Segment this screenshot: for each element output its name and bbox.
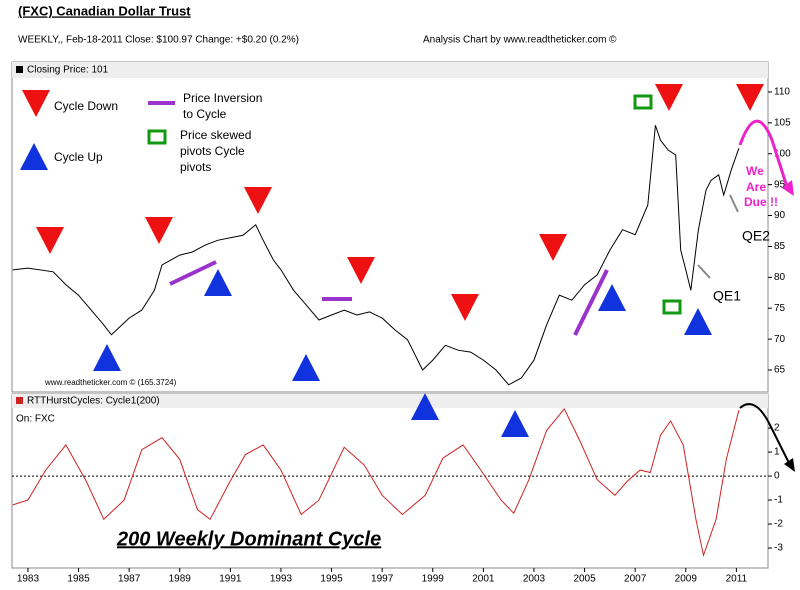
legend-label: to Cycle: [183, 107, 227, 121]
y-tick-label: 105: [774, 118, 791, 129]
cycle-up-marker: [501, 410, 529, 437]
cycle-up-marker: [93, 344, 121, 371]
x-tick-label: 2011: [726, 574, 748, 585]
y-tick-label: 70: [774, 334, 786, 345]
legend-label: Cycle Down: [54, 99, 118, 113]
series-line: [12, 125, 740, 386]
skew-pivot-mark: [147, 129, 167, 145]
panel-title: RTTHurstCycles: Cycle1(200): [27, 396, 160, 407]
x-tick-label: 2009: [675, 574, 698, 585]
x-tick-label: 1993: [270, 574, 293, 585]
x-tick-label: 2003: [523, 574, 546, 585]
cycle-down-marker: [451, 294, 479, 321]
cycle-up-marker: [684, 308, 712, 335]
x-tick-label: 1997: [371, 574, 394, 585]
y-tick-label: 1: [774, 447, 780, 458]
annotation: Due !!: [744, 195, 778, 209]
x-tick-label: 2007: [624, 574, 647, 585]
credit: Analysis Chart by www.readtheticker.com …: [423, 35, 617, 46]
cycle-down-marker: [22, 90, 50, 117]
cycle-up-marker: [292, 354, 320, 381]
y-tick-label: -2: [774, 519, 783, 530]
annotation: QE1: [713, 288, 741, 304]
legend-label: Cycle Up: [54, 150, 103, 164]
y-tick-label: 65: [774, 365, 786, 376]
panel-title: Closing Price: 101: [27, 65, 109, 76]
price-panel: [11, 61, 769, 393]
cycle-up-marker: [411, 393, 439, 420]
y-tick-label: 2: [774, 423, 780, 434]
annotation: QE2: [742, 228, 770, 244]
y-tick-label: 95: [774, 179, 786, 190]
y-tick-label: 110: [774, 87, 790, 98]
cycle-down-marker: [655, 84, 683, 111]
x-tick-label: 1999: [422, 574, 445, 585]
y-tick-label: -3: [774, 543, 783, 554]
cycle-forecast-arrow: [739, 403, 791, 466]
annotation: www.readtheticker.com © (165.3724): [44, 378, 177, 387]
annotation: 200 Weekly Dominant Cycle: [116, 528, 381, 550]
y-tick-label: 85: [774, 241, 786, 252]
y-tick-label: -1: [774, 495, 783, 506]
cycle-down-marker: [736, 84, 764, 111]
page-title: (FXC) Canadian Dollar Trust: [18, 3, 191, 18]
cycle-down-marker: [145, 217, 173, 244]
x-tick-label: 1985: [67, 574, 90, 585]
cycle-up-marker: [204, 269, 232, 296]
cycle-up-marker: [598, 284, 626, 311]
forecast-arrow: [738, 119, 790, 191]
y-tick-label: 100: [774, 148, 791, 159]
series-icon: [16, 66, 23, 73]
cycle-forecast-arrowhead: [784, 458, 795, 472]
y-tick-label: 80: [774, 272, 786, 283]
legend-label: pivots: [180, 160, 211, 174]
page-subtitle: WEEKLY,, Feb-18-2011 Close: $100.97 Chan…: [18, 35, 299, 46]
annotation: Are: [746, 180, 766, 194]
qe-arrow: [729, 194, 739, 213]
series-icon: [16, 397, 23, 404]
x-tick-label: 1989: [169, 574, 192, 585]
x-tick-label: 2005: [573, 574, 596, 585]
x-tick-label: 2001: [472, 574, 495, 585]
skew-pivot-mark: [662, 299, 682, 315]
cycle-down-marker: [347, 257, 375, 284]
y-tick-label: 75: [774, 303, 786, 314]
forecast-arrowhead: [782, 180, 794, 196]
legend-label: pivots Cycle: [180, 144, 245, 158]
panel-header: [12, 394, 768, 408]
inversion-mark: [573, 269, 609, 336]
cycle-down-marker: [539, 234, 567, 261]
x-tick-label: 1991: [219, 574, 242, 585]
cycle-down-marker: [244, 187, 272, 214]
x-tick-label: 1983: [17, 574, 40, 585]
x-tick-label: 1995: [320, 574, 343, 585]
cycle-down-marker: [36, 227, 64, 254]
panel-header: [12, 62, 768, 78]
skew-pivot-mark: [633, 94, 653, 110]
legend-label: Price skewed: [180, 128, 251, 142]
series-line: [12, 407, 740, 558]
y-tick-label: 90: [774, 210, 786, 221]
cycle-up-marker: [20, 143, 48, 170]
inversion-mark: [169, 260, 217, 286]
x-tick-label: 1987: [118, 574, 141, 585]
y-tick-label: 0: [774, 471, 780, 482]
qe-arrow: [697, 264, 711, 279]
panel-subtitle: On: FXC: [16, 414, 55, 425]
legend-label: Price Inversion: [183, 91, 262, 105]
annotation: We: [746, 164, 764, 178]
